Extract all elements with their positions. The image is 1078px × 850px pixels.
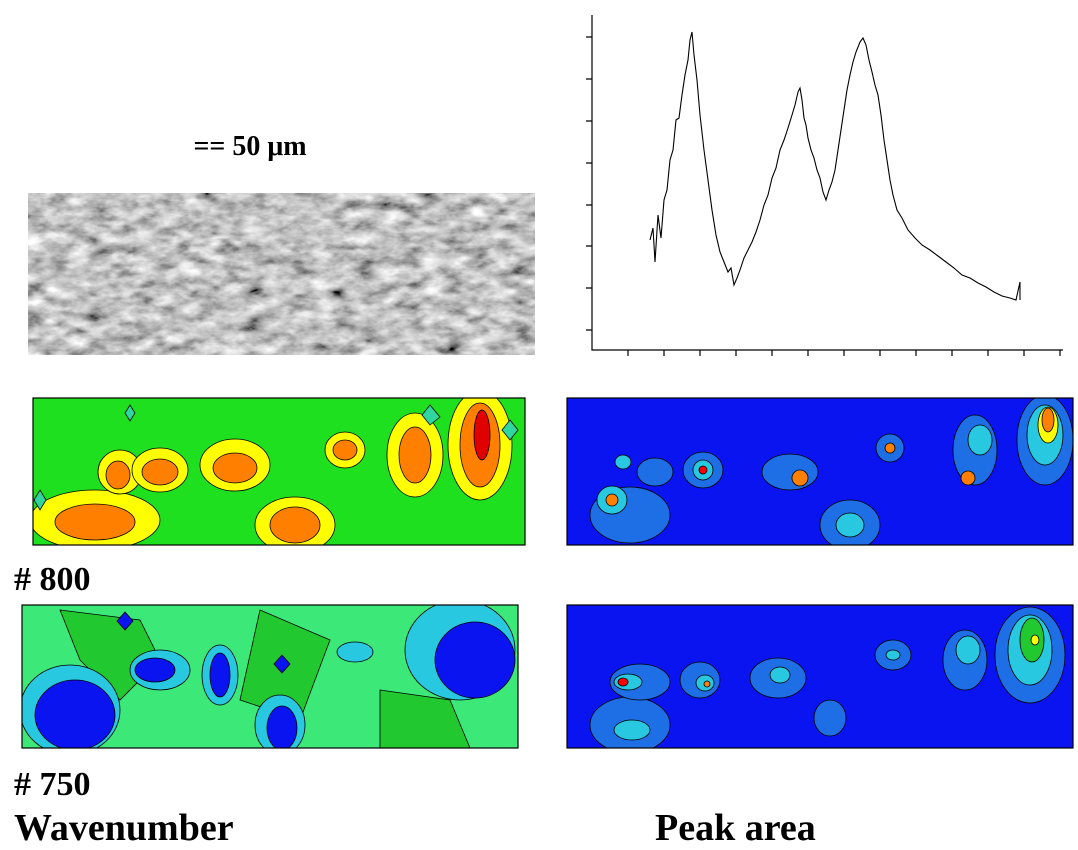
map-label: # 750 <box>14 766 91 803</box>
contour-map <box>22 605 518 748</box>
contour-map <box>567 398 1073 545</box>
scale-label: == 50 μm <box>193 131 306 162</box>
contour-map <box>33 398 525 545</box>
contour-map <box>567 605 1073 748</box>
column-label: Peak area <box>655 807 816 849</box>
map-label: # 800 <box>14 561 91 598</box>
micrograph <box>28 193 535 355</box>
spectrum <box>586 15 1063 356</box>
column-label: Wavenumber <box>14 807 234 849</box>
